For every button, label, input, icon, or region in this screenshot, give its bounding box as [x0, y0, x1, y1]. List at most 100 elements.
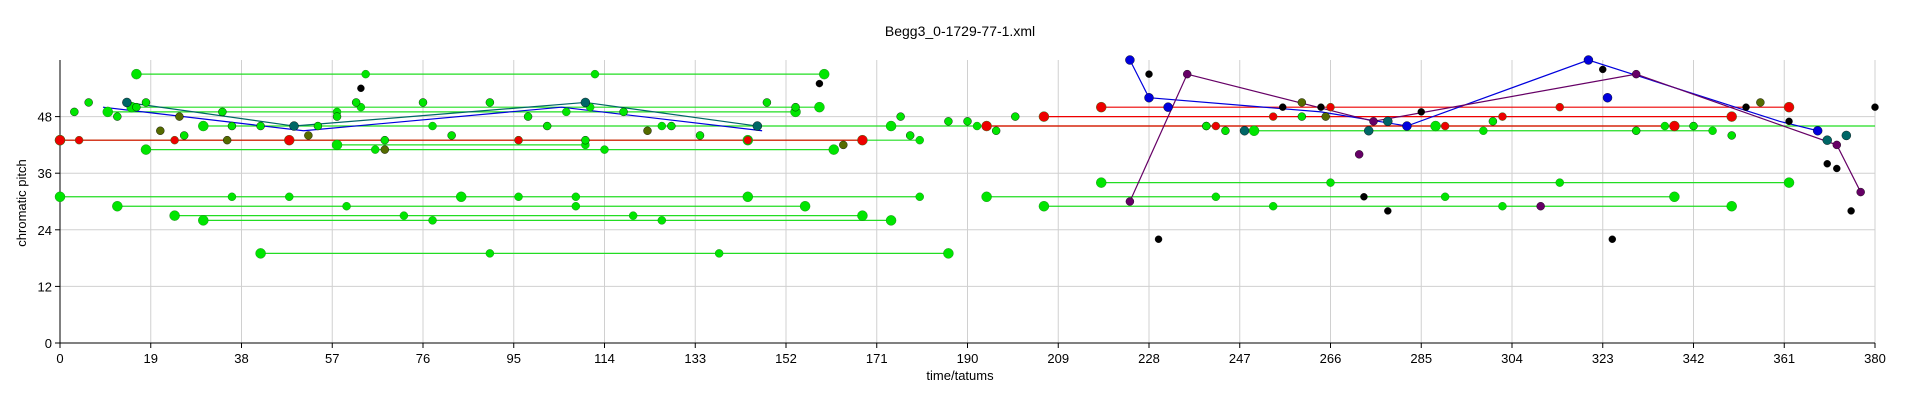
- purple-note-marker: [1536, 202, 1545, 211]
- purple-note-marker: [1354, 150, 1364, 159]
- green-note-line-point: [915, 192, 924, 201]
- chart-title: Begg3_0-1729-77-1.xml: [885, 23, 1035, 39]
- x-tick-label: 0: [56, 351, 63, 366]
- data-markers: [54, 55, 1879, 259]
- blue-note-marker: [1144, 93, 1154, 103]
- purple-voice-line: [1129, 73, 1862, 202]
- green-note-line-point: [1268, 202, 1278, 211]
- green-note-marker: [380, 135, 389, 145]
- green-note-line-point: [1326, 178, 1335, 187]
- green-note-marker: [485, 98, 495, 107]
- red-note-line-point: [1783, 101, 1795, 113]
- green-note-line-point: [102, 106, 113, 118]
- grid-lines: [59, 60, 1876, 344]
- purple-note-marker: [1856, 187, 1865, 197]
- black-note-marker: [1417, 108, 1425, 116]
- green-note-line-point: [1248, 125, 1260, 136]
- green-note-marker: [791, 102, 800, 112]
- y-tick-label: 48: [38, 110, 52, 125]
- olive-note-marker: [156, 126, 165, 135]
- purple-note-marker: [1832, 140, 1841, 150]
- green-note-line-point: [112, 201, 123, 212]
- olive-note-marker: [222, 135, 232, 145]
- blue-note-marker: [1812, 126, 1823, 136]
- red-note-line-point: [514, 135, 523, 145]
- x-tick-label: 361: [1773, 351, 1795, 366]
- green-note-marker: [418, 98, 428, 107]
- green-note-marker: [227, 121, 237, 131]
- green-note-marker: [447, 131, 456, 140]
- olive-note-marker: [839, 140, 848, 150]
- blue-voice-line: [102, 106, 763, 132]
- green-note-line-point: [571, 192, 581, 201]
- green-note-line-point: [285, 192, 294, 201]
- green-note-line-point: [814, 101, 825, 113]
- green-note-line-point: [399, 211, 409, 220]
- teal-note-marker: [1364, 126, 1374, 136]
- green-note-line-point: [1430, 120, 1441, 132]
- x-tick-label: 19: [144, 351, 158, 366]
- green-note-line-point: [799, 201, 811, 212]
- black-note-marker: [1145, 70, 1153, 78]
- black-note-marker: [1847, 207, 1855, 215]
- black-note-marker: [1823, 160, 1831, 168]
- x-tick-label: 228: [1138, 351, 1160, 366]
- green-note-line-point: [169, 210, 180, 221]
- black-note-marker: [1154, 235, 1163, 243]
- green-note-line-point: [428, 121, 437, 131]
- black-note-marker: [1833, 164, 1841, 173]
- green-note-line-point: [1096, 177, 1107, 188]
- green-note-marker: [542, 121, 552, 131]
- green-note-marker: [1488, 117, 1498, 126]
- green-note-line-point: [428, 216, 437, 225]
- black-note-marker: [1785, 117, 1793, 126]
- x-tick-label: 342: [1683, 351, 1705, 366]
- green-note-line-point: [1660, 121, 1670, 131]
- x-tick-label: 114: [594, 351, 615, 366]
- x-tick-label: 133: [684, 351, 706, 366]
- x-tick-label: 380: [1864, 351, 1886, 366]
- green-note-line-point: [885, 120, 897, 132]
- x-tick-label: 209: [1047, 351, 1069, 366]
- green-note-line-point: [227, 192, 237, 201]
- blue-note-marker: [1163, 102, 1173, 112]
- green-note-marker: [84, 98, 93, 107]
- green-note-line-point: [600, 145, 609, 154]
- green-note-marker: [1631, 126, 1641, 135]
- teal-note-marker: [1841, 130, 1852, 141]
- green-note-line-point: [331, 139, 343, 151]
- green-note-line-point: [342, 202, 351, 211]
- green-note-line-point: [198, 120, 209, 132]
- green-note-marker: [695, 131, 705, 140]
- green-note-marker: [1727, 131, 1736, 140]
- green-note-line-point: [1726, 201, 1737, 212]
- green-note-line-point: [1038, 201, 1050, 212]
- black-note-marker: [1317, 103, 1325, 111]
- red-note-line-point: [1211, 121, 1221, 131]
- x-tick-label: 57: [325, 351, 339, 366]
- green-note-line-point: [255, 248, 266, 259]
- green-note-line-point: [657, 121, 667, 131]
- x-tick-label: 304: [1501, 351, 1523, 366]
- green-note-marker: [619, 107, 628, 117]
- green-note-line-point: [943, 248, 954, 259]
- y-tick-label: 0: [45, 336, 52, 351]
- teal-note-marker: [580, 97, 591, 108]
- black-note-marker: [1742, 103, 1750, 111]
- green-note-line-point: [1783, 177, 1795, 188]
- x-tick-label: 171: [866, 351, 888, 366]
- green-note-marker: [1221, 126, 1230, 135]
- green-note-line-point: [456, 191, 467, 202]
- green-note-line-point: [562, 107, 571, 117]
- olive-note-marker: [304, 131, 313, 140]
- red-note-line-point: [284, 134, 295, 146]
- black-note-marker: [1384, 207, 1392, 215]
- green-note-line-point: [54, 191, 66, 202]
- green-note-line-point: [131, 68, 142, 80]
- black-note-marker: [1871, 103, 1879, 111]
- green-note-line-point: [657, 216, 667, 225]
- green-note-line-point: [714, 249, 724, 258]
- green-note-marker: [762, 98, 772, 107]
- purple-note-marker: [1369, 117, 1378, 126]
- red-note-line-point: [54, 134, 66, 146]
